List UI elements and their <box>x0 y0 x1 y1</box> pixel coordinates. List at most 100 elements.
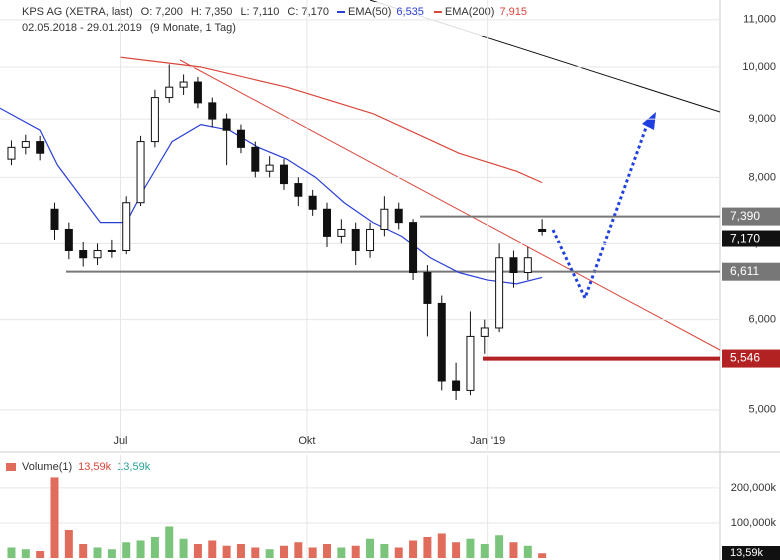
level-label: 6,611 <box>730 264 759 278</box>
candle-body <box>279 164 288 185</box>
forecast-arrow <box>551 121 650 302</box>
candle-body <box>265 164 274 172</box>
candle-body <box>437 302 446 382</box>
y-tick-label: 100,000k <box>731 517 777 529</box>
volume-bar <box>452 542 461 558</box>
candle-body <box>79 250 88 259</box>
header-bg <box>0 2 530 36</box>
volume-bar <box>366 538 375 558</box>
candle-body <box>351 228 360 252</box>
y-tick-label: 11,000 <box>743 14 776 26</box>
volume-bar <box>107 549 116 558</box>
volume-bar <box>236 543 245 558</box>
last-price-label: 7,170 <box>730 232 760 246</box>
level-box <box>722 262 780 281</box>
candle-body <box>409 222 418 274</box>
candle-body <box>7 146 16 160</box>
candle-body <box>423 272 432 304</box>
volume-bar <box>179 538 188 558</box>
candle-body <box>323 208 332 237</box>
candle-body <box>380 208 389 230</box>
y-tick-label: 6,000 <box>748 314 776 326</box>
volume-bar <box>208 540 217 558</box>
candle-body <box>50 208 59 230</box>
header-text: L: 7,110 <box>240 6 279 18</box>
volume-bar <box>409 540 418 558</box>
volume-bar <box>93 547 102 558</box>
header-text: KPS AG (XETRA, last) <box>22 6 133 18</box>
volume-bar <box>251 547 260 558</box>
volume-bar <box>64 529 73 558</box>
x-tick-label: Jan '19 <box>470 435 505 447</box>
level-box <box>722 207 780 226</box>
last-volume-box <box>722 546 780 560</box>
volume-bar <box>136 540 145 558</box>
legend-swatch <box>6 463 16 471</box>
header-text: 13,59k <box>117 461 151 473</box>
volume-bar <box>265 549 274 558</box>
volume-bar <box>21 549 30 558</box>
volume-bar <box>7 547 16 558</box>
candle-body <box>150 97 159 143</box>
candle-body <box>21 141 30 148</box>
candle-body <box>179 81 188 88</box>
candle-body <box>122 202 131 252</box>
candle-body <box>93 250 102 259</box>
volume-bar <box>279 545 288 558</box>
candle-body <box>193 81 202 104</box>
header-text: 02.05.2018 - 29.01.2019 <box>22 22 142 34</box>
candle-body <box>294 183 303 197</box>
volume-bar <box>495 535 504 558</box>
header: KPS AG (XETRA, last) O: 7,200 H: 7,350 L: 7… <box>0 2 530 473</box>
volume-bar <box>538 553 547 558</box>
header-text: 7,915 <box>499 6 527 18</box>
candle-body <box>222 118 231 131</box>
candle-body <box>236 129 245 148</box>
x-tick-label: Okt <box>298 435 315 447</box>
volume-bar <box>423 536 432 558</box>
volume-bar <box>437 533 446 558</box>
volume-bar <box>79 543 88 558</box>
level-box <box>722 349 780 368</box>
volume-bar <box>394 547 403 558</box>
candle-body <box>208 102 217 120</box>
candle-body <box>466 335 475 391</box>
candle-body <box>165 86 174 99</box>
header-text: C: 7,170 <box>287 6 329 18</box>
y-tick-label: 5,000 <box>748 404 776 416</box>
candle-body <box>136 141 145 204</box>
last-price-box <box>722 230 780 247</box>
header-text: 13,59k <box>78 461 112 473</box>
candle-body <box>337 228 346 237</box>
volume-bar <box>294 542 303 558</box>
arrow-head <box>642 112 656 130</box>
ema-line <box>0 107 543 285</box>
volume-bar <box>480 543 489 558</box>
header-text: Volume(1) <box>22 461 72 473</box>
candle-body <box>538 228 547 233</box>
volume-bar <box>323 543 332 558</box>
level-label: 5,546 <box>730 351 760 365</box>
volume-bar <box>351 545 360 558</box>
header-text: EMA(200) <box>445 6 495 18</box>
volume-bar <box>523 545 532 558</box>
volume-bar <box>36 550 45 558</box>
y-tick-label: 10,000 <box>742 61 776 73</box>
level-label: 7,390 <box>730 209 760 223</box>
volume-bar <box>337 547 346 558</box>
volume-bar <box>509 542 518 558</box>
candle-body <box>251 146 260 172</box>
candle-body <box>366 228 375 252</box>
x-tick-label: Jul <box>113 435 127 447</box>
candle-body <box>394 208 403 224</box>
header-text: EMA(50) <box>348 6 391 18</box>
volume-bar <box>165 526 174 558</box>
volume-bar <box>308 547 317 558</box>
candle-body <box>64 228 73 252</box>
candle-body <box>308 195 317 210</box>
header-text: 6,535 <box>396 6 424 18</box>
volume-bar <box>193 543 202 558</box>
volume-bar <box>50 477 59 558</box>
